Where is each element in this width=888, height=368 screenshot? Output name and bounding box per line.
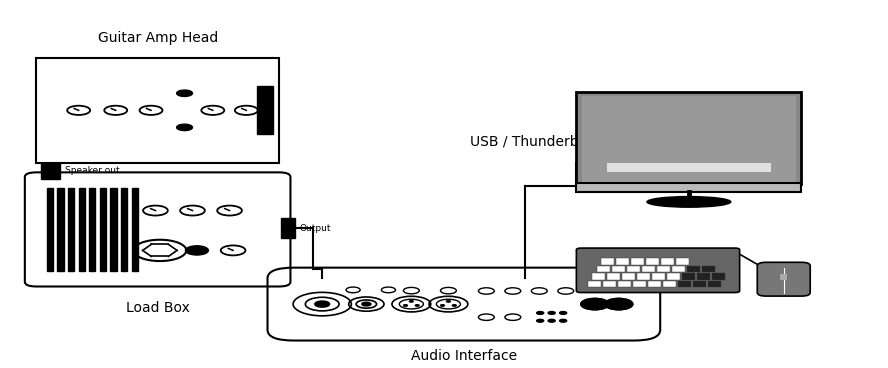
Bar	[656, 266, 670, 272]
Bar	[667, 273, 680, 280]
Bar	[697, 273, 710, 280]
Bar	[781, 274, 788, 280]
Circle shape	[452, 305, 456, 306]
Text: Speaker out: Speaker out	[65, 166, 119, 175]
Bar	[682, 273, 695, 280]
Bar	[281, 218, 295, 238]
Bar	[592, 273, 606, 280]
Ellipse shape	[647, 197, 731, 207]
Bar	[616, 258, 630, 265]
Bar	[47, 188, 53, 271]
Bar	[576, 183, 801, 192]
Text: Guitar Amp Head: Guitar Amp Head	[98, 31, 218, 45]
Bar	[648, 281, 661, 287]
Text: USB / Thunderbolt: USB / Thunderbolt	[471, 134, 597, 148]
Text: Audio Interface: Audio Interface	[411, 350, 517, 364]
Bar	[671, 266, 685, 272]
Circle shape	[440, 305, 445, 306]
Bar	[662, 281, 676, 287]
Bar	[638, 273, 651, 280]
Circle shape	[447, 301, 450, 302]
Bar	[68, 188, 75, 271]
Bar	[642, 266, 655, 272]
Circle shape	[186, 246, 209, 255]
Bar	[678, 281, 691, 287]
Bar	[607, 163, 771, 171]
Circle shape	[416, 305, 419, 306]
Bar	[693, 281, 706, 287]
Bar	[712, 273, 725, 280]
Circle shape	[409, 301, 413, 302]
Bar	[582, 96, 797, 182]
Bar	[131, 188, 138, 271]
Circle shape	[559, 319, 567, 322]
Bar	[257, 86, 273, 134]
Circle shape	[315, 301, 329, 307]
Bar	[612, 266, 625, 272]
Bar	[36, 58, 279, 163]
Bar	[686, 266, 700, 272]
Bar	[99, 188, 106, 271]
Bar	[653, 273, 665, 280]
Bar	[708, 281, 721, 287]
Bar	[618, 281, 631, 287]
Bar	[588, 281, 601, 287]
Bar	[79, 188, 85, 271]
Bar	[627, 266, 640, 272]
Circle shape	[403, 305, 408, 306]
Circle shape	[177, 124, 193, 131]
Bar	[41, 163, 60, 179]
Bar	[702, 266, 715, 272]
Bar	[58, 188, 64, 271]
Circle shape	[362, 302, 371, 306]
Circle shape	[605, 298, 633, 310]
FancyBboxPatch shape	[757, 262, 810, 296]
Circle shape	[548, 319, 555, 322]
Bar	[676, 258, 689, 265]
Bar	[622, 273, 636, 280]
Bar	[646, 258, 659, 265]
Bar	[633, 281, 646, 287]
Bar	[607, 273, 621, 280]
Bar	[90, 188, 95, 271]
Circle shape	[536, 312, 543, 314]
Bar	[597, 266, 610, 272]
Bar	[121, 188, 127, 271]
Circle shape	[581, 298, 609, 310]
Bar	[601, 258, 614, 265]
Bar	[631, 258, 645, 265]
Circle shape	[536, 319, 543, 322]
Text: Load Box: Load Box	[126, 301, 189, 315]
Bar	[576, 92, 801, 184]
Text: Output: Output	[299, 223, 330, 233]
Circle shape	[548, 312, 555, 314]
Circle shape	[605, 298, 633, 310]
Bar	[110, 188, 116, 271]
FancyBboxPatch shape	[576, 248, 740, 293]
Circle shape	[581, 298, 609, 310]
Bar	[603, 281, 616, 287]
Bar	[661, 258, 674, 265]
Circle shape	[559, 312, 567, 314]
Circle shape	[177, 90, 193, 96]
